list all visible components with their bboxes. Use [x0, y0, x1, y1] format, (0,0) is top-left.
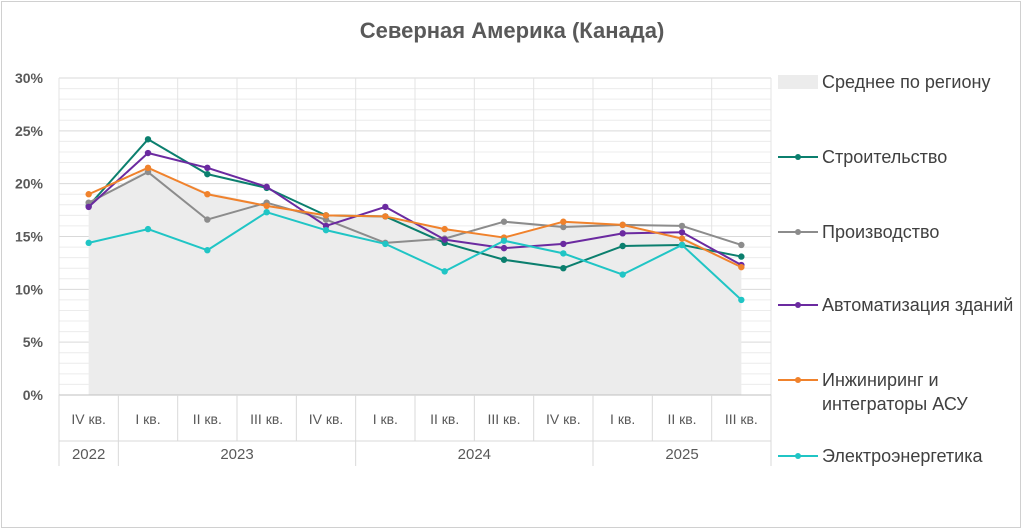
legend-item-construction: Строительство: [778, 145, 1022, 169]
data-point-manufacturing: [738, 241, 745, 249]
y-tick-label: 10%: [15, 281, 44, 297]
x-tick-label: III кв.: [487, 411, 520, 427]
y-tick-label: 0%: [23, 387, 44, 403]
data-point-construction: [560, 265, 567, 272]
x-tick-label: I кв.: [373, 411, 398, 427]
data-point-building-automation: [619, 230, 626, 237]
legend-swatch-engineering: [778, 368, 818, 392]
x-tick-label: I кв.: [135, 411, 160, 427]
legend-swatch-construction: [778, 145, 818, 169]
data-point-building-automation: [263, 183, 270, 191]
data-point-power: [204, 247, 211, 254]
series-line-engineering: [88, 166, 742, 269]
data-point-manufacturing: [678, 222, 686, 230]
x-year-label: 2024: [458, 446, 491, 463]
x-tick-label: I кв.: [610, 411, 635, 427]
area-regional-average: [88, 167, 742, 395]
data-point-building-automation: [144, 149, 152, 157]
data-point-engineering: [382, 213, 389, 220]
data-point-engineering: [678, 235, 686, 242]
data-point-construction: [204, 170, 211, 178]
data-point-power: [500, 237, 508, 244]
data-point-power: [144, 225, 152, 233]
legend-item-engineering: Инжиниринг и интеграторы АСУ: [778, 368, 1022, 416]
data-point-building-automation: [678, 229, 686, 236]
legend-item-power: Электроэнергетика: [778, 444, 1022, 468]
data-point-power: [678, 241, 686, 249]
legend-swatch-power: [778, 444, 818, 468]
data-point-building-automation: [560, 240, 567, 248]
data-point-construction: [144, 136, 152, 143]
data-point-construction: [500, 256, 508, 263]
data-point-engineering: [619, 221, 626, 229]
x-tick-label: II кв.: [667, 411, 696, 427]
x-year-label: 2023: [220, 446, 253, 463]
data-point-building-automation: [204, 164, 211, 172]
x-year-label: 2025: [665, 446, 698, 463]
x-tick-label: II кв.: [430, 411, 459, 427]
legend-item-building-automation: Автоматизация зданий: [778, 293, 1022, 317]
series-line-manufacturing: [88, 171, 742, 246]
x-tick-label: IV кв.: [71, 411, 106, 427]
x-tick-label: IV кв.: [546, 411, 581, 427]
legend-label-construction: Строительство: [822, 147, 948, 167]
data-point-engineering: [560, 218, 567, 225]
data-point-construction: [619, 242, 626, 250]
legend-label-average: Среднее по региону: [822, 72, 991, 92]
data-point-engineering: [144, 164, 152, 172]
data-point-engineering: [322, 212, 330, 219]
x-tick-label: III кв.: [250, 411, 283, 427]
legend-item-manufacturing: Производство: [778, 220, 1022, 244]
legend-label-building-automation: Автоматизация зданий: [822, 295, 1014, 315]
legend-label-power: Электроэнергетика: [822, 446, 983, 466]
data-point-power: [738, 296, 745, 304]
y-tick-label: 30%: [15, 70, 44, 86]
y-tick-label: 15%: [15, 229, 44, 245]
legend-label-manufacturing: Производство: [822, 222, 940, 242]
data-point-manufacturing: [560, 223, 567, 231]
y-tick-label: 25%: [15, 123, 44, 139]
data-point-building-automation: [382, 203, 389, 211]
data-point-engineering: [85, 191, 92, 198]
y-tick-label: 5%: [23, 334, 44, 350]
chart-title: Северная Америка (Канада): [359, 18, 665, 43]
data-point-building-automation: [500, 244, 508, 252]
data-point-engineering: [738, 263, 745, 271]
legend-swatch-average: [778, 75, 818, 89]
data-point-power: [263, 208, 270, 216]
x-year-label: 2022: [72, 446, 105, 463]
x-tick-label: III кв.: [725, 411, 758, 427]
data-point-construction: [738, 253, 745, 260]
data-point-power: [382, 240, 389, 248]
data-point-power: [441, 268, 448, 275]
series-line-construction: [87, 138, 742, 270]
data-point-power: [322, 226, 330, 234]
x-tick-label: IV кв.: [309, 411, 344, 427]
legend-label-engineering: Инжиниринг и интеграторы АСУ: [822, 370, 968, 414]
data-point-building-automation: [441, 236, 448, 243]
legend-swatch-building-automation: [778, 293, 818, 317]
data-point-engineering: [441, 225, 448, 233]
x-tick-label: II кв.: [193, 411, 222, 427]
legend-swatch-manufacturing: [778, 220, 818, 244]
data-point-engineering: [204, 191, 211, 198]
data-point-power: [560, 250, 567, 257]
legend-item-average: Среднее по региону: [778, 70, 1022, 94]
y-tick-label: 20%: [15, 176, 44, 192]
data-point-manufacturing: [500, 218, 508, 225]
data-point-building-automation: [85, 203, 92, 211]
series-line-power: [88, 211, 743, 301]
data-point-engineering: [263, 202, 270, 210]
data-point-power: [619, 271, 626, 278]
data-point-manufacturing: [204, 216, 211, 223]
data-point-power: [85, 239, 92, 247]
